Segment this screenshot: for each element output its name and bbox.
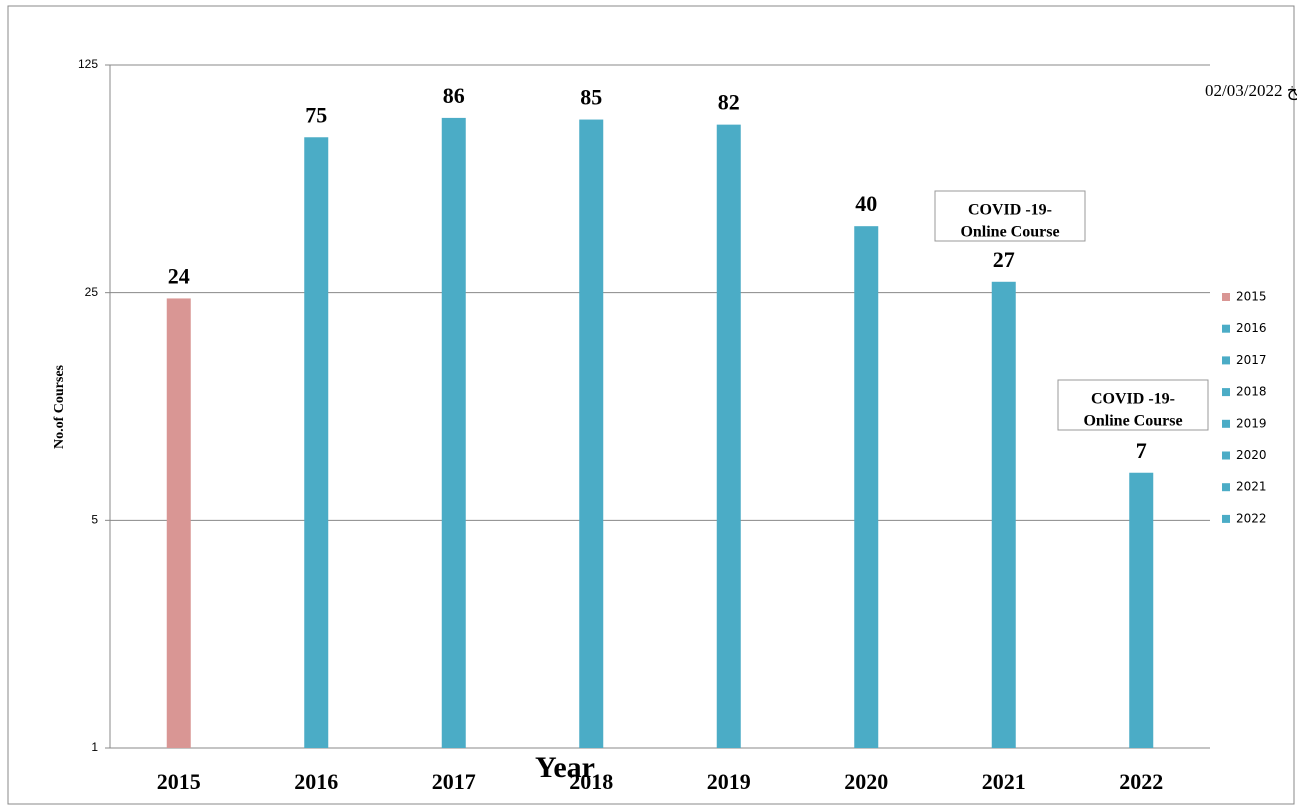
data-label: 40 <box>855 191 877 216</box>
legend-swatch <box>1222 356 1230 365</box>
bar <box>991 281 1016 748</box>
legend-swatch <box>1222 483 1230 492</box>
bar <box>166 298 191 748</box>
data-label: 24 <box>168 263 190 288</box>
annotation-text: Online Course <box>960 224 1059 241</box>
x-tick-label: 2019 <box>707 769 751 794</box>
legend-swatch <box>1222 293 1230 301</box>
data-label: 27 <box>993 247 1015 272</box>
x-axis-label: Year <box>535 751 595 784</box>
frame <box>7 5 1295 805</box>
legend-swatch <box>1222 514 1230 523</box>
annotation-box <box>1057 379 1209 431</box>
legend-label: 2016 <box>1236 321 1267 335</box>
legend-swatch <box>1222 419 1230 428</box>
data-label: 7 <box>1136 438 1147 463</box>
x-tick-label: 2016 <box>294 769 338 794</box>
bar <box>304 137 329 748</box>
bar <box>716 124 741 749</box>
legend-label: 2019 <box>1236 416 1267 430</box>
bar <box>441 117 466 748</box>
legend-label: 2022 <box>1236 511 1267 525</box>
x-tick-label: 2015 <box>157 769 201 794</box>
y-tick-label: 1 <box>91 740 98 754</box>
legend-swatch <box>1222 451 1230 460</box>
x-tick-label: 2021 <box>982 769 1026 794</box>
x-tick-label: 2018 <box>569 769 613 794</box>
x-tick-label: 2022 <box>1119 769 1163 794</box>
annotation-box <box>934 190 1086 242</box>
legend-label: 2020 <box>1236 448 1267 462</box>
annotation-text: Online Course <box>1083 413 1182 430</box>
y-tick-label: 125 <box>78 57 98 71</box>
x-tick-label: 2020 <box>844 769 888 794</box>
y-tick-label: 25 <box>85 285 99 299</box>
bar <box>1129 472 1154 748</box>
data-label: 75 <box>305 102 327 127</box>
y-tick-label: 5 <box>91 513 98 527</box>
legend-label: 2017 <box>1236 353 1267 367</box>
data-label: 86 <box>443 83 465 108</box>
legend-swatch <box>1222 324 1230 333</box>
bar <box>854 226 879 748</box>
update-note: تحديث بتاريخ 02/03/2022 <box>1205 81 1297 101</box>
annotation-text: COVID -19- <box>1091 391 1175 408</box>
legend-label: 2015 <box>1236 290 1267 304</box>
x-tick-label: 2017 <box>432 769 476 794</box>
y-axis-label: No.of Courses <box>52 364 67 449</box>
bar <box>579 119 604 749</box>
legend-label: 2018 <box>1236 385 1267 399</box>
legend-swatch <box>1222 388 1230 397</box>
legend-label: 2021 <box>1236 480 1267 494</box>
data-label: 85 <box>580 85 602 110</box>
annotation-text: COVID -19- <box>968 202 1052 219</box>
data-label: 82 <box>718 90 740 115</box>
